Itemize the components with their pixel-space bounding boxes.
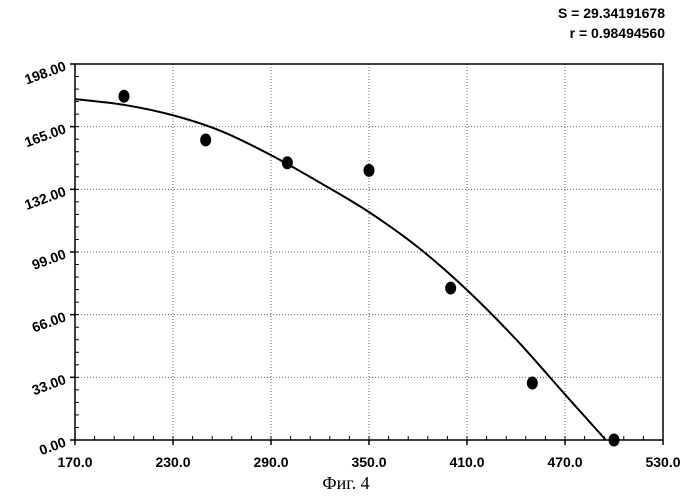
x-tick-label: 350.0 [351, 454, 386, 470]
data-point [119, 90, 130, 103]
x-tick-label: 230.0 [155, 454, 190, 470]
data-point [200, 133, 211, 146]
y-tick-label: 198.00 [22, 58, 68, 88]
x-tick-label: 170.0 [57, 454, 92, 470]
x-tick-label: 410.0 [449, 454, 484, 470]
x-tick-label: 290.0 [253, 454, 288, 470]
y-axis-ticks: 0.0033.0066.0099.00132.00165.00198.00 [22, 58, 75, 458]
data-point [445, 282, 456, 295]
data-point [282, 156, 293, 169]
data-point [609, 434, 620, 447]
y-tick-label: 165.00 [22, 120, 68, 150]
y-tick-label: 99.00 [30, 246, 69, 273]
y-tick-label: 66.00 [30, 308, 69, 335]
x-axis-ticks: 170.0 230.0 290.0 350.0 410.0 470.0 530.0 [57, 440, 680, 470]
data-point [364, 164, 375, 177]
y-tick-label: 132.00 [22, 183, 68, 213]
x-tick-label: 530.0 [645, 454, 680, 470]
figure-caption: Фиг. 4 [322, 473, 369, 493]
y-tick-label: 33.00 [30, 371, 69, 398]
grid-lines [75, 64, 663, 440]
data-point [527, 377, 538, 390]
fit-curve [75, 99, 606, 440]
x-tick-label: 470.0 [547, 454, 582, 470]
